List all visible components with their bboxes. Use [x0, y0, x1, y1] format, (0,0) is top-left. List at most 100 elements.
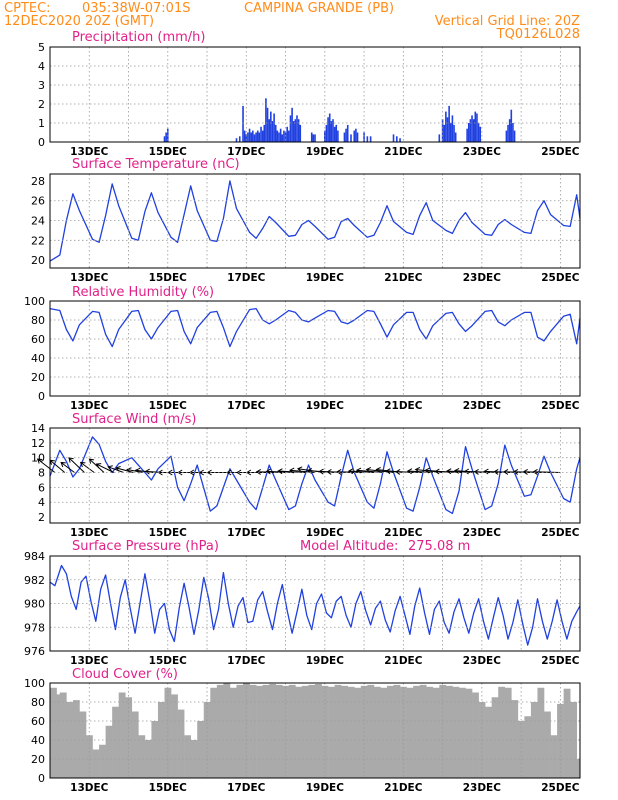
precip-bar — [507, 124, 509, 142]
cloud-cover-bar — [354, 687, 362, 778]
precip-xtick-label: 21DEC — [384, 146, 423, 158]
precip-bar — [256, 130, 259, 142]
precip-bar — [335, 124, 338, 142]
precip-bar — [441, 119, 444, 142]
wind-ytick-label: 10 — [31, 452, 45, 465]
temp-series-line — [49, 180, 581, 262]
wind-xtick-label: 19DEC — [306, 527, 345, 539]
cloud-cover-bar — [524, 716, 532, 778]
rh-ytick-label: 100 — [24, 295, 45, 308]
cloud-cover-bar — [99, 744, 106, 778]
temp-xtick-label: 19DEC — [306, 272, 345, 284]
precip-panel: 0 1 2 3 4 5 13DEC 15DEC 17DEC 19DEC 21DEC 23DEC 25DE… — [38, 41, 581, 158]
cloud-cover-bar — [452, 686, 460, 778]
precip-xtick-label: 23DEC — [463, 146, 502, 158]
precip-bar — [453, 124, 455, 142]
rh-series-line — [49, 307, 581, 348]
wind-series-line — [49, 436, 581, 515]
precip-bar — [345, 128, 347, 142]
pressure-plot-layer — [49, 564, 581, 646]
cloud-frame — [49, 682, 581, 779]
precip-bar — [252, 130, 254, 142]
precip-bar — [350, 134, 352, 142]
cloud-xtick-label: 13DEC — [70, 782, 109, 794]
rh-plot-layer — [49, 307, 581, 348]
precip-bar — [278, 132, 280, 142]
cloud-cover-bar — [144, 740, 152, 778]
cloud-cover-bar — [177, 709, 185, 778]
wind-vector-arrow — [365, 466, 394, 473]
precip-bar — [512, 123, 514, 142]
precip-bar — [263, 124, 266, 142]
precip-bar — [299, 124, 302, 142]
precip-bar — [325, 124, 328, 142]
cloud-plot-layer — [50, 683, 580, 778]
cloud-cover-bar — [138, 735, 146, 778]
wind-ytick-label: 6 — [38, 481, 45, 494]
precip-bar — [310, 132, 313, 142]
rh-xtick-label: 25DEC — [541, 400, 580, 412]
precip-bar — [477, 123, 480, 142]
cloud-cover-bar — [498, 686, 506, 778]
cloud-xtick-label: 23DEC — [463, 782, 502, 794]
cloud-xtick-label: 21DEC — [384, 782, 423, 794]
precip-bar — [472, 119, 475, 142]
cloud-cover-bar — [243, 683, 250, 778]
wind-vector-arrow — [95, 463, 115, 473]
cloud-cover-bar — [426, 686, 434, 778]
precip-title: Precipitation (mm/h) — [72, 30, 205, 45]
wind-vector-arrow — [79, 461, 95, 473]
precip-bar — [288, 130, 290, 142]
temp-title: Surface Temperature (nC) — [72, 157, 240, 172]
precip-bar — [242, 105, 244, 142]
wind-vector-arrow — [126, 467, 144, 474]
pressure-xtick-label: 21DEC — [384, 655, 423, 667]
cloud-ytick-label: 100 — [24, 677, 45, 690]
precip-bar — [363, 132, 365, 142]
cloud-cover-bar — [491, 697, 499, 778]
precip-bar — [346, 124, 349, 142]
precip-bar — [337, 130, 339, 142]
precip-bar — [261, 130, 264, 142]
precip-bar — [505, 130, 508, 142]
precip-bar — [276, 130, 279, 142]
temp-xtick-label: 21DEC — [384, 272, 423, 284]
cloud-cover-bar — [315, 683, 322, 778]
precip-bar — [286, 126, 288, 142]
wind-xtick-label: 21DEC — [384, 527, 423, 539]
cloud-cover-bar — [472, 692, 479, 778]
precip-bar — [513, 130, 516, 142]
precip-bar — [292, 121, 295, 142]
precip-bar — [467, 123, 470, 142]
cloud-cover-bar — [517, 721, 525, 778]
rh-title: Relative Humidity (%) — [72, 285, 214, 300]
precip-xtick-label: 15DEC — [149, 146, 188, 158]
wind-vector-arrow — [68, 457, 85, 473]
temp-xtick-label: 13DEC — [70, 272, 109, 284]
cloud-ytick-label: 0 — [38, 772, 45, 785]
precip-bar — [454, 132, 457, 142]
precip-bar — [294, 119, 297, 142]
precip-bar — [260, 126, 262, 142]
pressure-series-line — [49, 564, 581, 646]
cloud-cover-bar — [125, 697, 133, 778]
cloud-cover-bar — [72, 700, 80, 778]
cloud-cover-bar — [393, 684, 401, 778]
precip-bar — [479, 126, 482, 142]
precip-bar — [284, 132, 287, 142]
wind-vector-arrow — [107, 465, 124, 473]
precip-bar — [330, 121, 333, 142]
cloud-cover-bar — [406, 687, 414, 778]
pressure-ytick-label: 984 — [24, 550, 45, 563]
precip-bar — [273, 113, 275, 142]
rh-xtick-label: 23DEC — [463, 400, 502, 412]
cloud-ytick-label: 80 — [31, 696, 45, 709]
header-code: TQ0126L028 — [496, 27, 580, 42]
pressure-ytick-label: 978 — [24, 621, 45, 634]
precip-bar — [356, 132, 359, 142]
wind-vector-arrow — [115, 466, 134, 473]
precip-ytick-label: 4 — [38, 60, 45, 73]
precip-bar — [279, 128, 282, 142]
precip-bar — [283, 130, 285, 142]
